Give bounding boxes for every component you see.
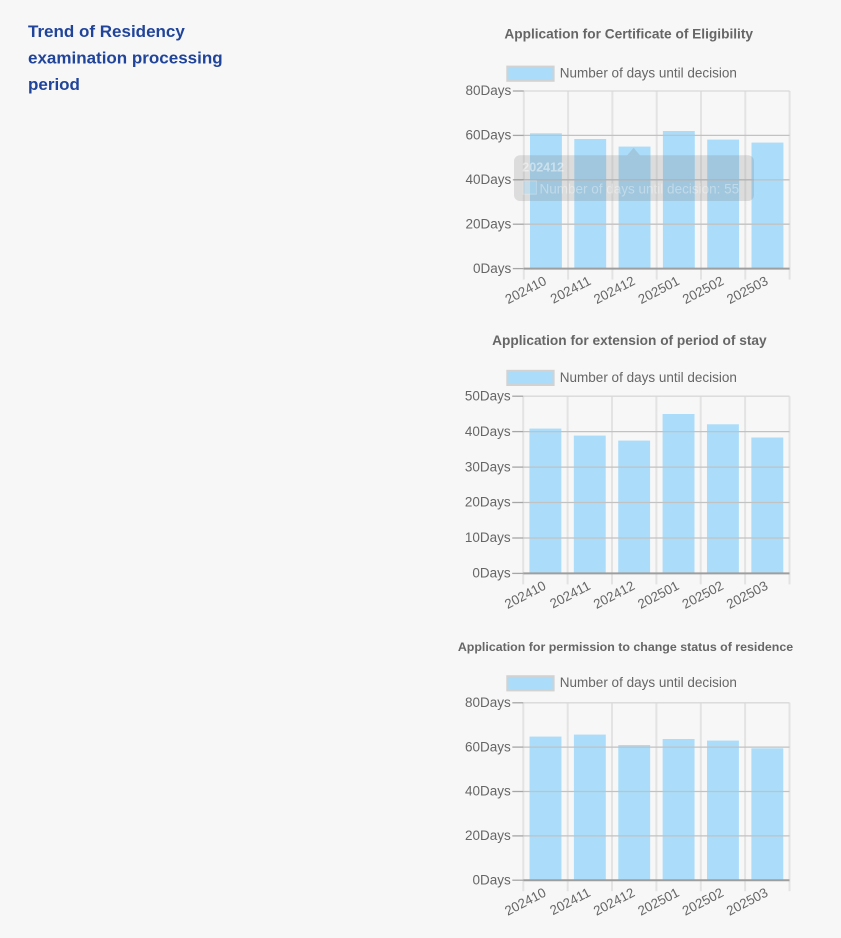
svg-text:80Days: 80Days — [465, 695, 511, 710]
svg-text:40Days: 40Days — [465, 424, 511, 439]
svg-text:Application for Certificate of: Application for Certificate of Eligibili… — [504, 26, 753, 41]
svg-text:30Days: 30Days — [465, 459, 511, 474]
svg-text:Application for extension of p: Application for extension of period of s… — [492, 333, 767, 348]
svg-text:202411: 202411 — [548, 273, 593, 306]
svg-text:202410: 202410 — [503, 273, 549, 307]
svg-text:202410: 202410 — [502, 578, 548, 612]
svg-text:Number of days until decision: Number of days until decision — [560, 675, 737, 690]
svg-text:Number of days until decision: Number of days until decision — [560, 370, 737, 385]
svg-text:202410: 202410 — [502, 885, 548, 919]
svg-text:40Days: 40Days — [465, 784, 511, 799]
svg-text:Trend of Residency: Trend of Residency — [28, 22, 185, 41]
svg-text:202502: 202502 — [680, 578, 726, 612]
svg-text:202501: 202501 — [635, 885, 681, 919]
svg-text:40Days: 40Days — [466, 172, 512, 187]
svg-text:60Days: 60Days — [465, 739, 511, 754]
svg-text:20Days: 20Days — [466, 216, 512, 231]
svg-text:202412: 202412 — [591, 885, 637, 919]
svg-text:202503: 202503 — [724, 578, 770, 612]
svg-text:50Days: 50Days — [465, 388, 511, 403]
svg-text:202503: 202503 — [724, 273, 770, 307]
svg-text:10Days: 10Days — [465, 530, 511, 545]
svg-text:202412: 202412 — [591, 578, 637, 612]
svg-text:20Days: 20Days — [465, 495, 511, 510]
svg-text:Application for permission to: Application for permission to change sta… — [458, 640, 793, 654]
svg-text:Number of days until decision: Number of days until decision — [560, 66, 737, 81]
svg-text:202411: 202411 — [547, 885, 592, 918]
svg-text:202412: 202412 — [522, 160, 564, 174]
svg-text:202501: 202501 — [635, 578, 681, 612]
svg-text:60Days: 60Days — [466, 128, 512, 143]
svg-text:examination processing: examination processing — [28, 49, 223, 68]
svg-text:0Days: 0Days — [473, 872, 512, 887]
svg-text:period: period — [28, 75, 80, 94]
svg-text:202502: 202502 — [680, 273, 726, 307]
svg-text:202412: 202412 — [591, 273, 637, 307]
svg-text:0Days: 0Days — [473, 261, 512, 276]
svg-text:202501: 202501 — [636, 273, 682, 307]
svg-text:202502: 202502 — [680, 885, 726, 919]
svg-text:Number of days until decision:: Number of days until decision: 55 — [540, 182, 740, 197]
svg-text:0Days: 0Days — [472, 566, 511, 581]
svg-text:202411: 202411 — [547, 578, 592, 611]
svg-text:20Days: 20Days — [465, 828, 511, 843]
svg-text:80Days: 80Days — [466, 83, 512, 98]
svg-text:202503: 202503 — [724, 885, 770, 919]
